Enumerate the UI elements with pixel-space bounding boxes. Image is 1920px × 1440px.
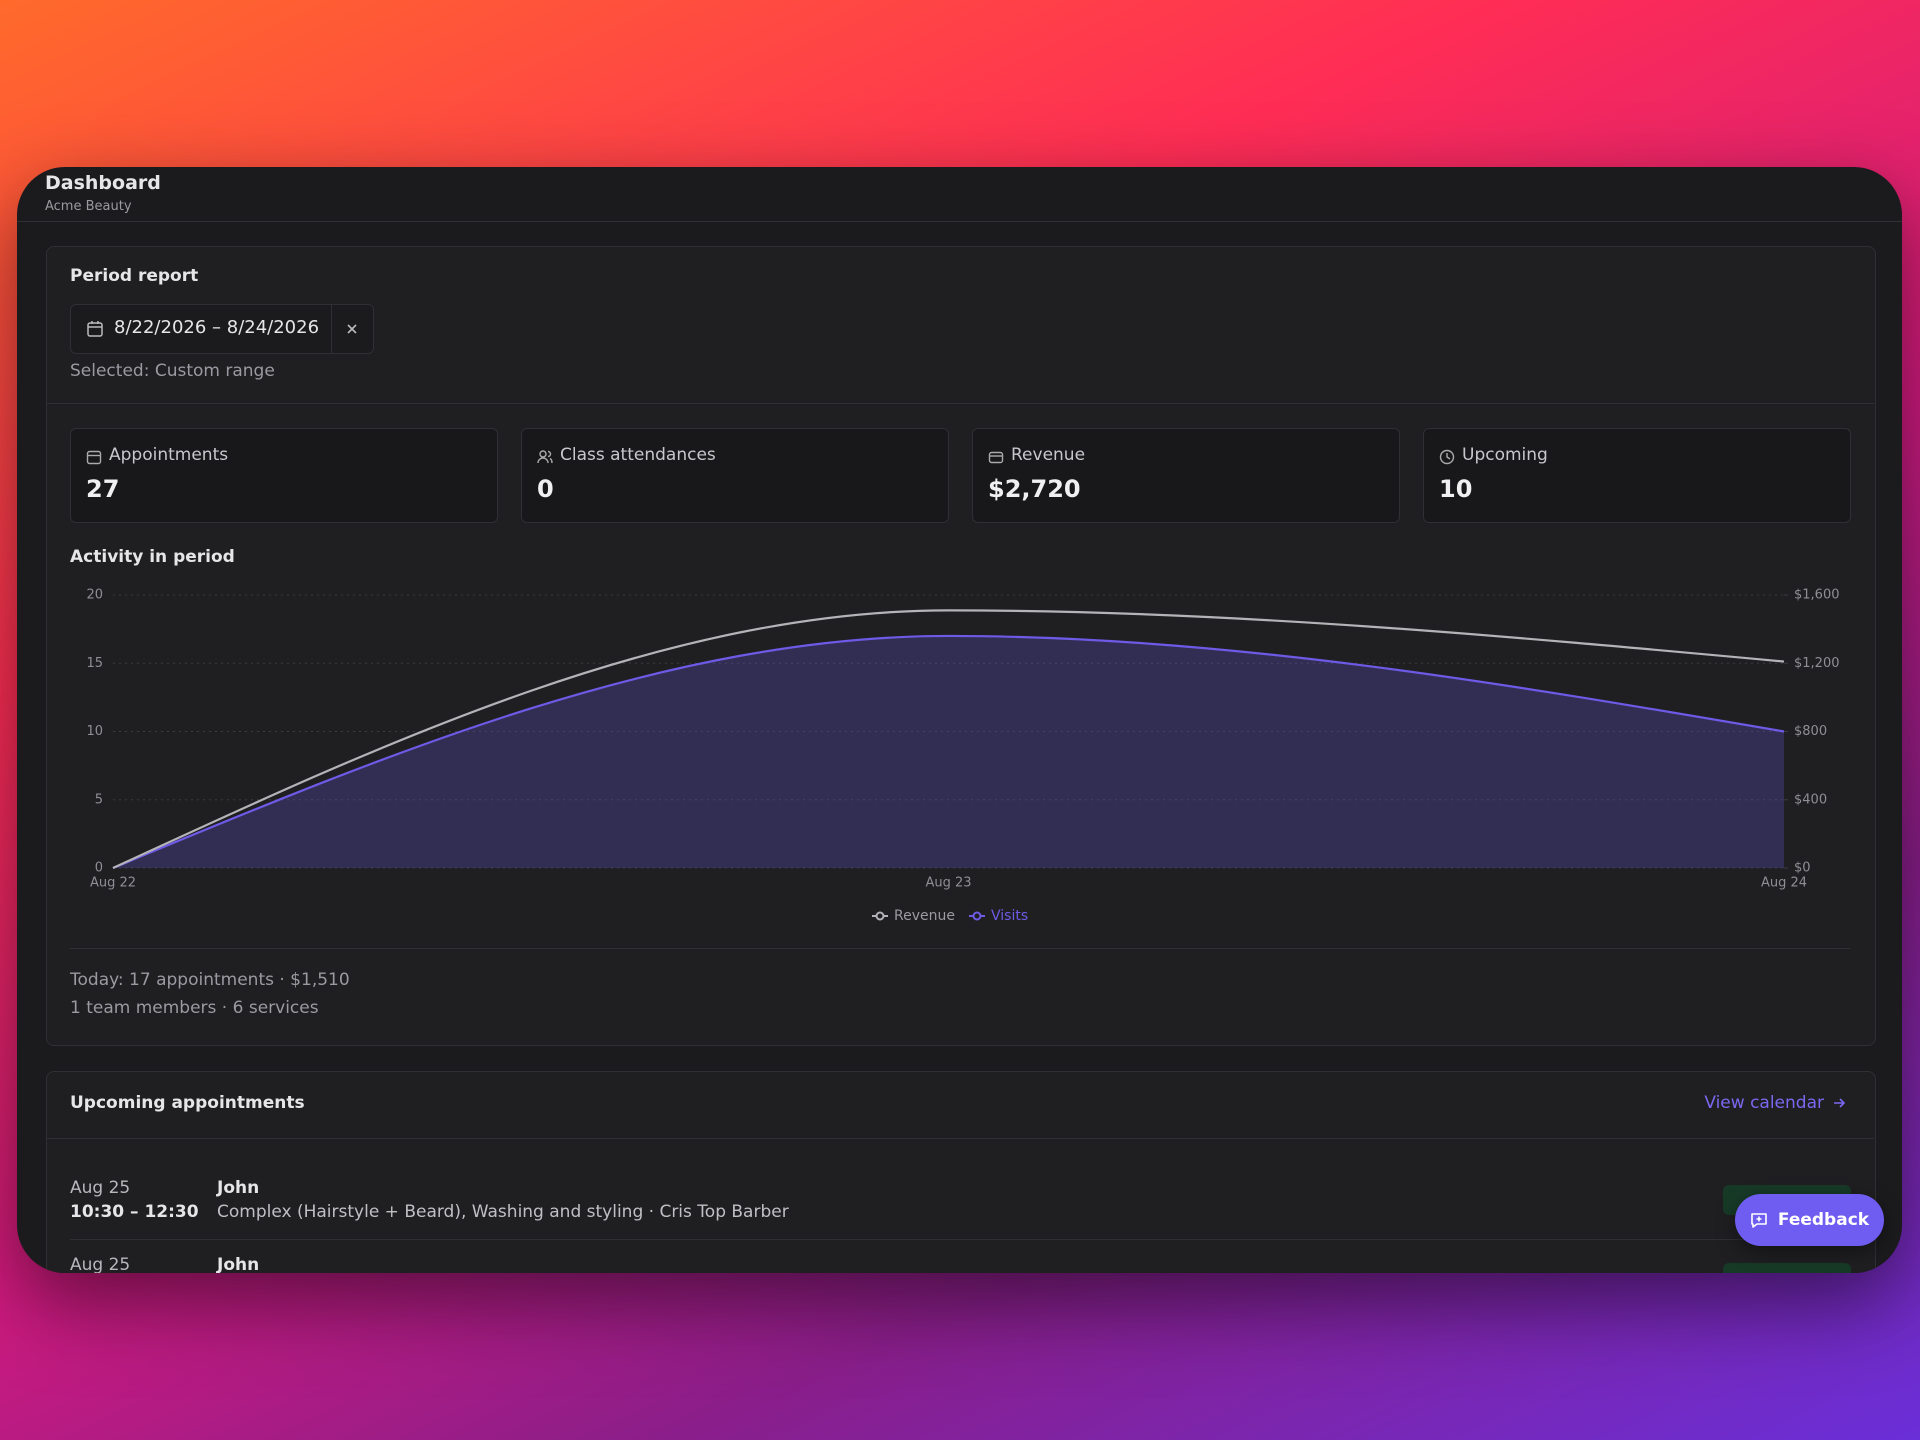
stat-card: Appointments 27 — [70, 428, 498, 523]
card-divider — [46, 1138, 1874, 1139]
period-title: Period report — [70, 266, 199, 286]
picker-divider — [331, 305, 332, 353]
period-card — [46, 246, 1876, 1046]
page-title: Dashboard — [45, 172, 161, 194]
x-tick-label: Aug 22 — [90, 876, 136, 891]
legend-item: Visits — [968, 908, 1028, 924]
stat-label: Revenue — [1011, 445, 1086, 465]
appointment-date: Aug 25 — [70, 1255, 131, 1273]
legend-marker — [972, 911, 982, 921]
date-range-picker[interactable]: 8/22/2026 – 8/24/2026 — [70, 304, 374, 354]
activity-chart: 0 5 10 15 20 $0 $400 $800 $1,200 $1,600 Aug 22 Aug … — [86, 588, 1840, 925]
feedback-label: Feedback — [1777, 1210, 1870, 1230]
stat-card: Upcoming 10 — [1423, 428, 1851, 523]
x-tick-label: Aug 23 — [925, 876, 971, 891]
legend-item: Revenue — [872, 908, 955, 924]
business-name: Acme Beauty — [45, 199, 132, 214]
appointment-time: 10:30 – 12:30 — [70, 1202, 199, 1222]
stat-label: Upcoming — [1462, 445, 1548, 465]
date-range: 8/22/2026 – 8/24/2026 — [114, 317, 320, 338]
stat-value: 0 — [537, 475, 554, 503]
legend-label: Revenue — [894, 908, 955, 924]
arrow-icon — [1834, 1098, 1846, 1108]
stat-card: Class attendances 0 — [521, 428, 949, 523]
upcoming-title: Upcoming appointments — [70, 1093, 305, 1113]
stat-value: $2,720 — [988, 475, 1081, 503]
link-text: View calendar — [1704, 1093, 1824, 1113]
summary-line: Today: 17 appointments · $1,510 — [70, 970, 350, 990]
appointment-date: Aug 25 — [70, 1178, 131, 1198]
chart-divider — [70, 948, 1850, 949]
stat-value: 10 — [1439, 475, 1473, 503]
y2-tick-label: $400 — [1794, 792, 1827, 807]
x-tick-label: Aug 24 — [1761, 876, 1807, 891]
y-tick-label: 15 — [86, 656, 103, 671]
series-line — [112, 609, 1785, 869]
y-tick-label: 20 — [86, 588, 103, 603]
y-tick-label: 5 — [95, 792, 103, 807]
stat-value: 27 — [86, 475, 120, 503]
client-name: John — [217, 1178, 260, 1198]
summary-line: 1 team members · 6 services — [70, 998, 319, 1018]
series-area — [113, 635, 1784, 868]
legend-label: Visits — [991, 908, 1028, 924]
series-line — [112, 634, 1785, 870]
status-badge — [1723, 1263, 1851, 1273]
stat-card: Revenue $2,720 — [972, 428, 1400, 523]
card-divider — [46, 403, 1874, 404]
stat-icon — [86, 450, 102, 465]
stat-label: Class attendances — [560, 445, 716, 465]
client-name: John — [217, 1255, 260, 1273]
y2-tick-label: $0 — [1794, 861, 1811, 876]
row-divider — [70, 1239, 1850, 1240]
y2-tick-label: $1,600 — [1794, 588, 1840, 603]
selected-range: Selected: Custom range — [70, 361, 275, 381]
appointment-details: Complex (Hairstyle + Beard), Washing and… — [217, 1202, 789, 1222]
chart-title: Activity in period — [70, 547, 235, 567]
legend-marker — [875, 911, 885, 921]
header-divider — [17, 221, 1902, 222]
clear-button[interactable] — [345, 322, 359, 336]
stat-icon — [1439, 449, 1455, 465]
feedback-icon — [1751, 1213, 1767, 1228]
view-calendar-link[interactable]: View calendar — [1704, 1093, 1846, 1113]
feedback-button[interactable]: Feedback — [1735, 1194, 1884, 1246]
y-tick-label: 10 — [86, 724, 103, 739]
stat-label: Appointments — [109, 445, 229, 465]
y2-tick-label: $800 — [1794, 724, 1827, 739]
stat-icon — [537, 450, 553, 464]
stat-icon — [988, 451, 1004, 464]
y-tick-label: 0 — [95, 861, 103, 876]
y2-tick-label: $1,200 — [1794, 656, 1840, 671]
app-window: Dashboard Acme Beauty Period report 8/22… — [17, 167, 1902, 1273]
calendar-icon — [87, 321, 103, 337]
